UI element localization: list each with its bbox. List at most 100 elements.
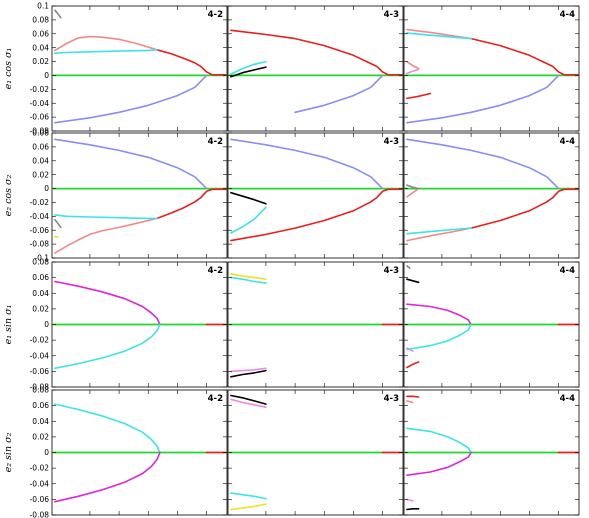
plot-area <box>404 28 579 124</box>
y-tick-label: 0.08 <box>32 258 49 267</box>
series-line-magenta <box>406 303 472 326</box>
y-tick-label: -0.08 <box>30 511 50 518</box>
series-line-cyan <box>230 206 267 234</box>
y-tick-label: 0.06 <box>32 401 49 410</box>
plot-area <box>228 29 403 114</box>
panel-frame <box>51 132 228 259</box>
panel-label: 4-3 <box>384 394 399 404</box>
plot-area <box>52 9 227 124</box>
series-line-salmon <box>406 60 420 70</box>
series-line-violet <box>406 68 420 75</box>
series-line-red <box>470 37 579 76</box>
y-tick-label: 0.02 <box>32 170 49 179</box>
y-tick-label: -0.02 <box>30 336 50 345</box>
series-line-cyan <box>54 323 161 370</box>
series-line-red <box>156 48 227 76</box>
y-tick-label: 0.08 <box>32 129 49 138</box>
y-tick-label: -0.06 <box>30 113 50 122</box>
series-line-magenta <box>406 451 472 477</box>
series-line-cyan <box>54 403 161 454</box>
series-line-cyan <box>406 227 472 235</box>
series-line-cyan <box>230 60 267 75</box>
series-line-blue <box>294 74 384 114</box>
panel-4-4-row-1: 4-4 <box>403 5 580 132</box>
panel-label: 4-3 <box>384 266 399 276</box>
y-tick-label: 0.08 <box>32 386 49 395</box>
y-axis-title: e₂ cos σ₂ <box>3 174 14 216</box>
series-line-yellow <box>230 272 267 281</box>
series-line-violet <box>230 398 267 409</box>
panel-4-4-row-3: 4-4 <box>403 261 580 388</box>
panel-4-4-row-2: 4-4 <box>403 132 580 259</box>
y-tick-label: 0 <box>44 320 49 329</box>
y-tick-label: -0.02 <box>30 85 50 94</box>
series-line-cyan <box>54 214 158 220</box>
y-tick-label: -0.04 <box>30 351 50 360</box>
panel-frame <box>51 5 228 132</box>
series-line-salmon <box>54 217 158 254</box>
series-line-gray <box>406 265 411 270</box>
series-line-salmon <box>406 227 472 242</box>
series-line-salmon <box>406 400 414 404</box>
panel-4-2-row-1: 0.1 0.08 0.06 0.04 0.02 0 -0.02 -0.04 -0.06 -0.08… <box>30 2 228 136</box>
plot-area <box>52 138 227 254</box>
series-line-blue <box>230 138 384 190</box>
y-tick-label: -0.02 <box>30 464 50 473</box>
panel-frame <box>403 132 580 259</box>
y-tick-label: -0.06 <box>30 367 50 376</box>
panel-label: 4-4 <box>560 137 575 147</box>
series-line-gray <box>406 184 420 190</box>
series-line-black <box>230 369 267 378</box>
y-tick-label: -0.06 <box>30 226 50 235</box>
series-line-blue <box>54 74 208 124</box>
series-line-salmon <box>406 187 420 198</box>
panel-4-3-row-1: 4-3 <box>227 5 404 132</box>
y-axis-title: e₁ cos σ₁ <box>3 48 14 90</box>
panel-label: 4-2 <box>208 137 223 147</box>
y-tick-label: 0.04 <box>32 43 49 52</box>
panel-label: 4-2 <box>208 266 223 276</box>
y-tick-label: 0 <box>44 184 49 193</box>
y-tick-label: -0.08 <box>30 127 50 136</box>
y-tick-label: 0 <box>44 71 49 80</box>
series-line-red <box>406 361 420 369</box>
y-tick-label: -0.04 <box>30 479 50 488</box>
series-line-red <box>406 92 432 100</box>
panel-frame <box>227 5 404 132</box>
y-tick-label: 0.04 <box>32 289 49 298</box>
y-tick-label: 0.08 <box>32 15 49 24</box>
series-line-cyan <box>230 492 267 500</box>
y-tick-label: 0.1 <box>37 2 49 11</box>
y-tick-label: -0.04 <box>30 212 50 221</box>
series-line-blue <box>406 74 560 124</box>
y-tick-label: -0.02 <box>30 198 50 207</box>
y-tick-label: 0.06 <box>32 29 49 38</box>
series-line-black <box>230 66 267 78</box>
y-tick-label: 0.04 <box>32 417 49 426</box>
series-line-yellow <box>230 503 267 511</box>
y-tick-label: -0.08 <box>30 240 50 249</box>
series-line-cyan <box>406 32 472 40</box>
series-line-black <box>406 278 420 284</box>
y-tick-label: 0.06 <box>32 142 49 151</box>
y-tick-label: 0.06 <box>32 273 49 282</box>
series-line-red <box>230 29 403 76</box>
panel-label: 4-3 <box>384 10 399 20</box>
series-line-cyan <box>230 276 267 284</box>
series-line-violet <box>230 367 267 373</box>
y-axis-title: e₂ sin σ₂ <box>3 432 14 472</box>
panel-label: 4-2 <box>208 10 223 20</box>
series-line-black <box>230 191 267 205</box>
panel-label: 4-2 <box>208 394 223 404</box>
y-tick-label: 0.02 <box>32 57 49 66</box>
panel-frame <box>227 132 404 259</box>
plot-area <box>52 403 227 503</box>
y-tick-label: 0.04 <box>32 156 49 165</box>
panel-label: 4-4 <box>560 394 575 404</box>
plot-area <box>228 138 403 242</box>
y-tick-label: 0.02 <box>32 304 49 313</box>
series-line-gray <box>54 9 62 19</box>
panel-label: 4-4 <box>560 10 575 20</box>
series-line-cyan <box>406 427 472 454</box>
